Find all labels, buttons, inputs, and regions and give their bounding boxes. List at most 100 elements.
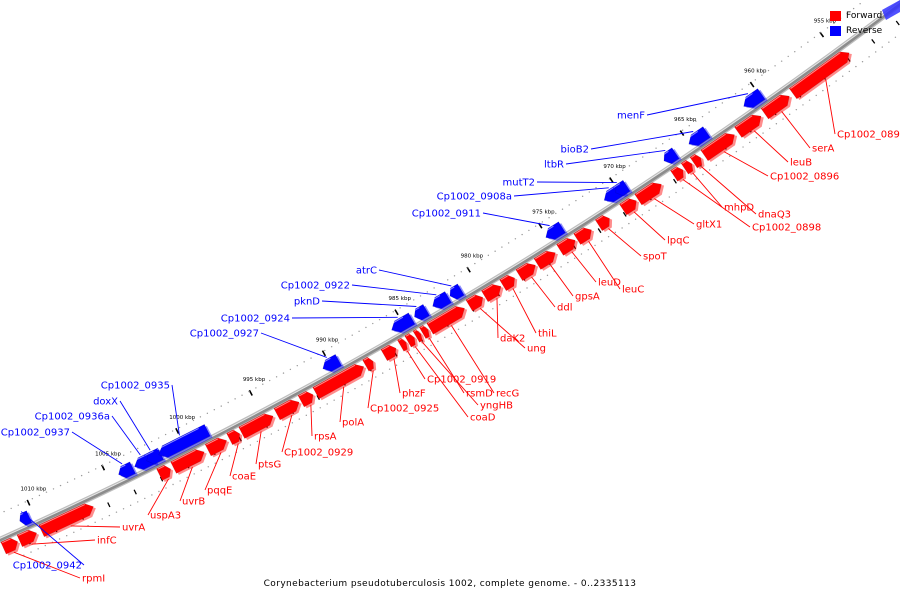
- gene-coae[interactable]: [226, 427, 246, 447]
- gene-sera[interactable]: [760, 90, 796, 121]
- gene-recg[interactable]: [426, 302, 471, 337]
- gene-mhpd[interactable]: [680, 158, 698, 176]
- guide-dot: [842, 75, 844, 77]
- gene-highlight: [635, 183, 653, 195]
- gene-cp1002-0896[interactable]: [700, 128, 741, 162]
- gene-highlight: [313, 364, 356, 389]
- gene-body: [733, 114, 762, 138]
- strand-tick: [622, 211, 627, 217]
- guide-dot: [193, 473, 195, 475]
- gene-doxx[interactable]: [144, 447, 167, 469]
- gene-pqqe[interactable]: [204, 434, 232, 458]
- gene-ddl[interactable]: [515, 259, 542, 283]
- gene-highlight: [534, 251, 547, 260]
- gene-atrc[interactable]: [447, 283, 467, 304]
- gene-ptsg[interactable]: [238, 410, 279, 441]
- gene-menf[interactable]: [740, 88, 768, 114]
- guide-dot: [467, 266, 469, 269]
- guide-dot: [101, 464, 104, 467]
- gene-dnaq3[interactable]: [689, 152, 707, 170]
- label-rpmi: rpmI: [82, 574, 105, 585]
- gene-spot[interactable]: [594, 212, 615, 233]
- gene-body: [700, 132, 735, 162]
- gene-highlight: [620, 198, 629, 205]
- label-dnaq3: dnaQ3: [758, 210, 791, 221]
- gene-rpsa[interactable]: [297, 388, 319, 409]
- gene-biob2[interactable]: [685, 126, 713, 152]
- gene-uvra[interactable]: [38, 500, 99, 539]
- gene-cp1002-0911[interactable]: [542, 221, 569, 245]
- gene-cp1002-0898[interactable]: [669, 164, 689, 184]
- tick-label: 965 kbp: [674, 117, 697, 123]
- guide-dot: [708, 169, 711, 171]
- gene-phzf[interactable]: [380, 342, 402, 363]
- guide-dot: [749, 141, 751, 144]
- gene-rpmi[interactable]: [0, 535, 23, 556]
- genome-caption: Corynebacterium pseudotuberculosis 1002,…: [263, 579, 637, 589]
- label-ung: ung: [527, 344, 546, 355]
- gene-cp1002-0927[interactable]: [320, 353, 345, 377]
- gene-pknd[interactable]: [411, 303, 433, 325]
- leader-uspa3: [147, 478, 169, 516]
- guide-dot: [80, 474, 83, 477]
- guide-dot: [807, 41, 809, 43]
- gene-ynghb[interactable]: [412, 328, 427, 345]
- guide-dot: [310, 357, 312, 359]
- guide-dot: [413, 299, 415, 301]
- guide-dot: [282, 372, 285, 374]
- gene-thil[interactable]: [499, 272, 520, 293]
- guide-dot: [178, 426, 181, 429]
- guide-dot: [735, 150, 738, 153]
- gene-infc[interactable]: [16, 527, 42, 549]
- gene-highlight: [661, 150, 669, 157]
- legend-reverse-label: Reverse: [846, 25, 883, 36]
- gene-gpsa[interactable]: [533, 246, 562, 271]
- gene-cp1002-0942[interactable]: [17, 510, 35, 529]
- strand-tick: [895, 20, 900, 26]
- reverse-cap: [882, 0, 900, 20]
- label-menf: menF: [617, 111, 645, 122]
- label-mutt2: mutT2: [503, 178, 535, 189]
- gene-highlight: [381, 345, 390, 351]
- guide-dot: [561, 208, 564, 210]
- leader-rsmd: [428, 338, 465, 394]
- gene-body: [418, 324, 430, 339]
- gene-dak2[interactable]: [480, 280, 507, 304]
- guide-dot: [848, 70, 851, 73]
- gene-cp1002-0924[interactable]: [388, 312, 418, 338]
- gene-cp1002-0935[interactable]: [156, 424, 213, 463]
- guide-dot: [123, 454, 125, 457]
- gene-cp1002-0893[interactable]: [788, 47, 856, 101]
- gene-cp1002-0937[interactable]: [116, 461, 138, 482]
- guide-dot: [859, 3, 861, 5]
- gene-cp1002-0929[interactable]: [273, 396, 305, 422]
- gene-uvrb[interactable]: [170, 446, 210, 476]
- tick-label: 960 kbp: [744, 69, 767, 75]
- gene-body: [0, 537, 19, 555]
- gene-body: [743, 88, 766, 108]
- gene-rsmd[interactable]: [418, 323, 434, 340]
- gene-leud[interactable]: [556, 234, 581, 258]
- gene-mutt2[interactable]: [612, 179, 633, 200]
- gene-cp1002-0922[interactable]: [429, 291, 455, 314]
- guide-dot: [688, 125, 690, 127]
- gene-highlight: [447, 286, 455, 292]
- gene-ltbr[interactable]: [660, 147, 682, 168]
- gene-cp1002-0919[interactable]: [396, 336, 412, 353]
- gene-highlight: [116, 464, 126, 470]
- guide-dot: [59, 484, 62, 487]
- gene-cp1002-0925[interactable]: [362, 355, 378, 373]
- gene-ung[interactable]: [465, 291, 489, 313]
- gene-uspa3[interactable]: [156, 462, 175, 482]
- gene-pola[interactable]: [312, 360, 370, 401]
- guide-dot: [662, 143, 664, 145]
- gene-highlight: [18, 512, 24, 517]
- gene-leuc[interactable]: [573, 224, 598, 247]
- guide-dot: [361, 384, 363, 386]
- label-coae: coaE: [232, 472, 256, 483]
- gene-gltx1[interactable]: [634, 178, 668, 207]
- guide-dot: [437, 340, 439, 343]
- gene-leub[interactable]: [733, 110, 767, 140]
- gene-coad[interactable]: [404, 331, 420, 349]
- gene-body: [322, 353, 343, 372]
